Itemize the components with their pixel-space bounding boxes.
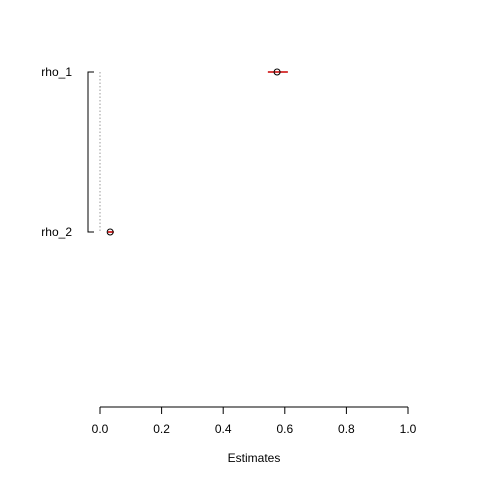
row-label-rho_2: rho_2 — [41, 225, 72, 239]
row-bracket — [87, 71, 94, 233]
x-tick-label: 1.0 — [400, 422, 417, 436]
point-rho_1 — [273, 68, 281, 76]
x-tick-label: 0.0 — [92, 422, 109, 436]
x-axis-title: Estimates — [228, 451, 281, 465]
rows-layer: rho_1 rho_2 — [41, 65, 288, 239]
row-label-rho_1: rho_1 — [41, 65, 72, 79]
x-axis: 0.0 0.2 0.4 0.6 0.8 1.0 — [92, 406, 417, 436]
x-tick-label: 0.8 — [338, 422, 355, 436]
x-tick-label: 0.6 — [276, 422, 293, 436]
x-tick-label: 0.4 — [215, 422, 232, 436]
x-tick-label: 0.2 — [153, 422, 170, 436]
point-rho_2 — [106, 228, 114, 236]
